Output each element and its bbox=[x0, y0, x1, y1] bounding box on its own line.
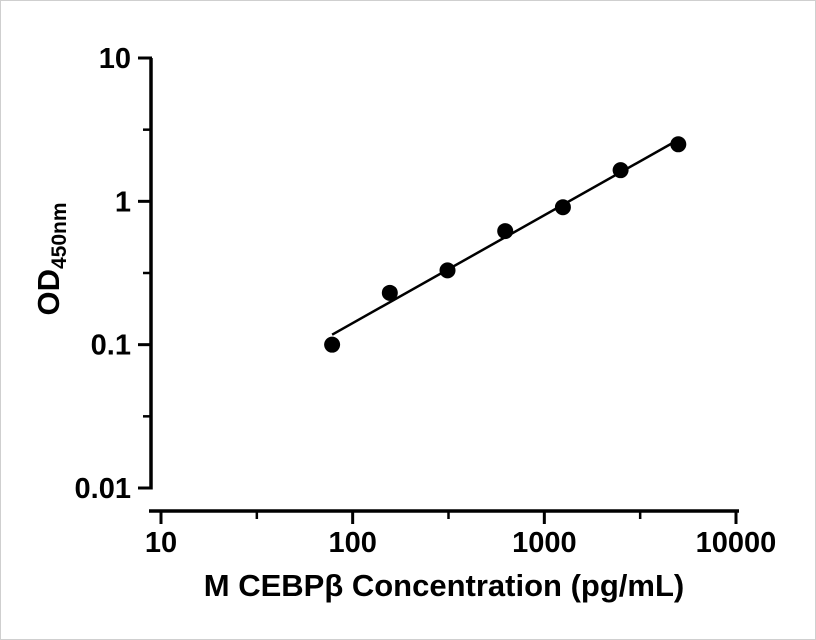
x-tick-label: 100 bbox=[328, 527, 376, 559]
y-tick-label: 0.01 bbox=[75, 473, 131, 505]
data-point bbox=[439, 262, 456, 279]
y-tick-label: 1 bbox=[115, 186, 131, 218]
y-axis-title-main: OD bbox=[31, 269, 66, 316]
x-tick-label: 1000 bbox=[512, 527, 577, 559]
y-axis-title: OD450nm bbox=[31, 202, 71, 315]
chart-generated-layer: 10 1 0.1 0.01 10 100 1000 10000 bbox=[75, 43, 777, 559]
data-point bbox=[612, 162, 629, 179]
y-tick-label: 10 bbox=[99, 43, 131, 75]
x-tick-label: 10000 bbox=[696, 527, 777, 559]
data-point bbox=[381, 284, 398, 301]
x-axis-title: M CEBPβ Concentration (pg/mL) bbox=[204, 568, 684, 603]
y-tick-label: 0.1 bbox=[91, 330, 131, 362]
data-point bbox=[554, 199, 571, 216]
x-tick-label: 10 bbox=[145, 527, 177, 559]
data-point bbox=[324, 336, 341, 353]
data-point bbox=[497, 223, 514, 240]
y-axis-title-subscript: 450nm bbox=[48, 202, 71, 269]
data-point bbox=[670, 136, 687, 153]
